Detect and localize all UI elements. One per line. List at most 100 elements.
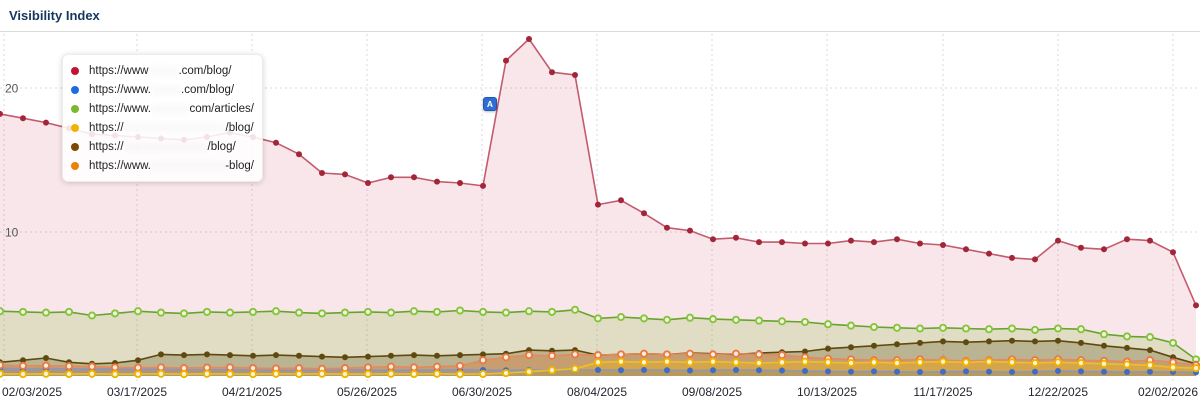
data-point-yellow [731, 358, 741, 367]
data-point-yellow [64, 369, 74, 379]
data-point-yellow [1168, 363, 1178, 372]
data-point-brown [296, 352, 302, 359]
data-point-blue [1147, 368, 1153, 375]
series-green [0, 305, 1200, 364]
chart-area[interactable]: 20 10 02/03/2025 03/17/2025 04/21/2025 05/26/… [0, 33, 1200, 405]
data-point-green [938, 323, 948, 332]
x-tick-label: 05/26/2025 [337, 385, 397, 399]
data-point-green [340, 308, 350, 317]
data-point-green [915, 324, 925, 333]
data-point-red [319, 170, 325, 176]
data-point-yellow [87, 369, 97, 378]
data-point-brown [158, 351, 164, 358]
data-point-yellow [432, 369, 442, 378]
data-point-green [1145, 333, 1155, 342]
data-point-red [848, 237, 854, 244]
data-point-orange [363, 363, 373, 372]
data-point-yellow [317, 369, 327, 378]
data-point-orange [777, 351, 787, 360]
x-tick-label: 11/17/2025 [913, 385, 972, 399]
data-point-blue [1078, 368, 1084, 375]
data-point-brown [319, 353, 325, 360]
data-point-yellow [524, 367, 534, 376]
data-point-red [641, 210, 647, 217]
data-point-blue [802, 368, 808, 374]
data-point-green [1030, 325, 1040, 334]
data-point-blue [664, 367, 670, 374]
data-point-brown [388, 352, 394, 359]
data-point-red [917, 240, 923, 247]
legend-dot-brown [71, 142, 79, 151]
data-point-yellow [823, 358, 833, 367]
data-point-yellow [455, 370, 465, 379]
data-point-brown [480, 351, 486, 358]
data-point-blue [894, 368, 900, 375]
data-point-blue [1009, 369, 1015, 375]
data-point-yellow [547, 366, 557, 375]
data-point-red [434, 178, 440, 185]
data-point-brown [20, 357, 26, 364]
data-point-red [480, 182, 486, 189]
legend-item-brown[interactable]: https:// /blog/ [71, 137, 254, 156]
data-point-brown [871, 342, 877, 349]
data-point-red [986, 250, 992, 257]
data-point-yellow [0, 369, 5, 378]
legend-item-orange[interactable]: https://www. -blog/ [71, 156, 254, 175]
legend-item-red[interactable]: https://www .com/blog/ [71, 61, 254, 80]
data-point-orange [639, 349, 649, 358]
data-point-red [1147, 237, 1153, 244]
data-point-yellow [639, 358, 649, 367]
data-point-green [386, 308, 396, 317]
redacted-domain [151, 160, 226, 171]
x-tick-label: 04/21/2025 [222, 385, 282, 399]
data-point-blue [733, 367, 739, 373]
data-point-green [1007, 324, 1017, 333]
data-point-yellow [202, 369, 212, 378]
data-point-orange [708, 350, 718, 359]
data-point-green [846, 321, 856, 330]
series-yellow [0, 357, 1200, 379]
data-point-yellow [1191, 364, 1200, 373]
data-point-yellow [892, 358, 902, 368]
data-point-red [871, 239, 877, 246]
data-point-blue [1032, 368, 1038, 375]
data-point-brown [250, 352, 256, 359]
y-tick-label: 20 [5, 82, 19, 96]
legend-url-suffix: /blog/ [225, 121, 254, 134]
data-point-brown [1124, 344, 1130, 351]
data-point-orange [478, 356, 488, 365]
redacted-domain [123, 141, 208, 152]
data-point-orange [662, 350, 672, 359]
data-point-yellow [915, 358, 925, 367]
legend-item-green[interactable]: https://www. com/articles/ [71, 99, 254, 118]
data-point-blue [641, 367, 647, 373]
data-point-yellow [708, 357, 718, 366]
data-point-yellow [409, 369, 419, 379]
event-marker-a[interactable]: A [483, 97, 497, 111]
data-point-yellow [662, 357, 672, 366]
data-point-blue [618, 367, 624, 374]
legend-item-blue[interactable]: https://www. .com/blog/ [71, 80, 254, 99]
data-point-green [1122, 332, 1132, 341]
data-point-blue [756, 367, 762, 374]
x-axis-labels: 02/03/2025 03/17/2025 04/21/2025 05/26/2025… [2, 385, 1198, 399]
redacted-domain [148, 65, 179, 76]
data-point-red [342, 171, 348, 178]
data-point-blue [595, 367, 601, 373]
data-point-yellow [363, 369, 373, 379]
data-point-orange [754, 350, 764, 359]
data-point-orange [455, 361, 465, 370]
data-point-blue [1124, 369, 1130, 375]
data-point-orange [685, 349, 695, 358]
legend-item-yellow[interactable]: https:// /blog/ [71, 118, 254, 137]
data-point-blue [1055, 368, 1061, 374]
legend-dot-blue [71, 85, 79, 94]
data-point-yellow [501, 369, 511, 378]
data-point-yellow [386, 369, 396, 378]
data-point-green [179, 309, 189, 318]
data-point-orange [156, 363, 166, 372]
data-point-yellow [1007, 358, 1017, 367]
data-point-orange [87, 362, 97, 371]
data-point-yellow [133, 369, 143, 379]
